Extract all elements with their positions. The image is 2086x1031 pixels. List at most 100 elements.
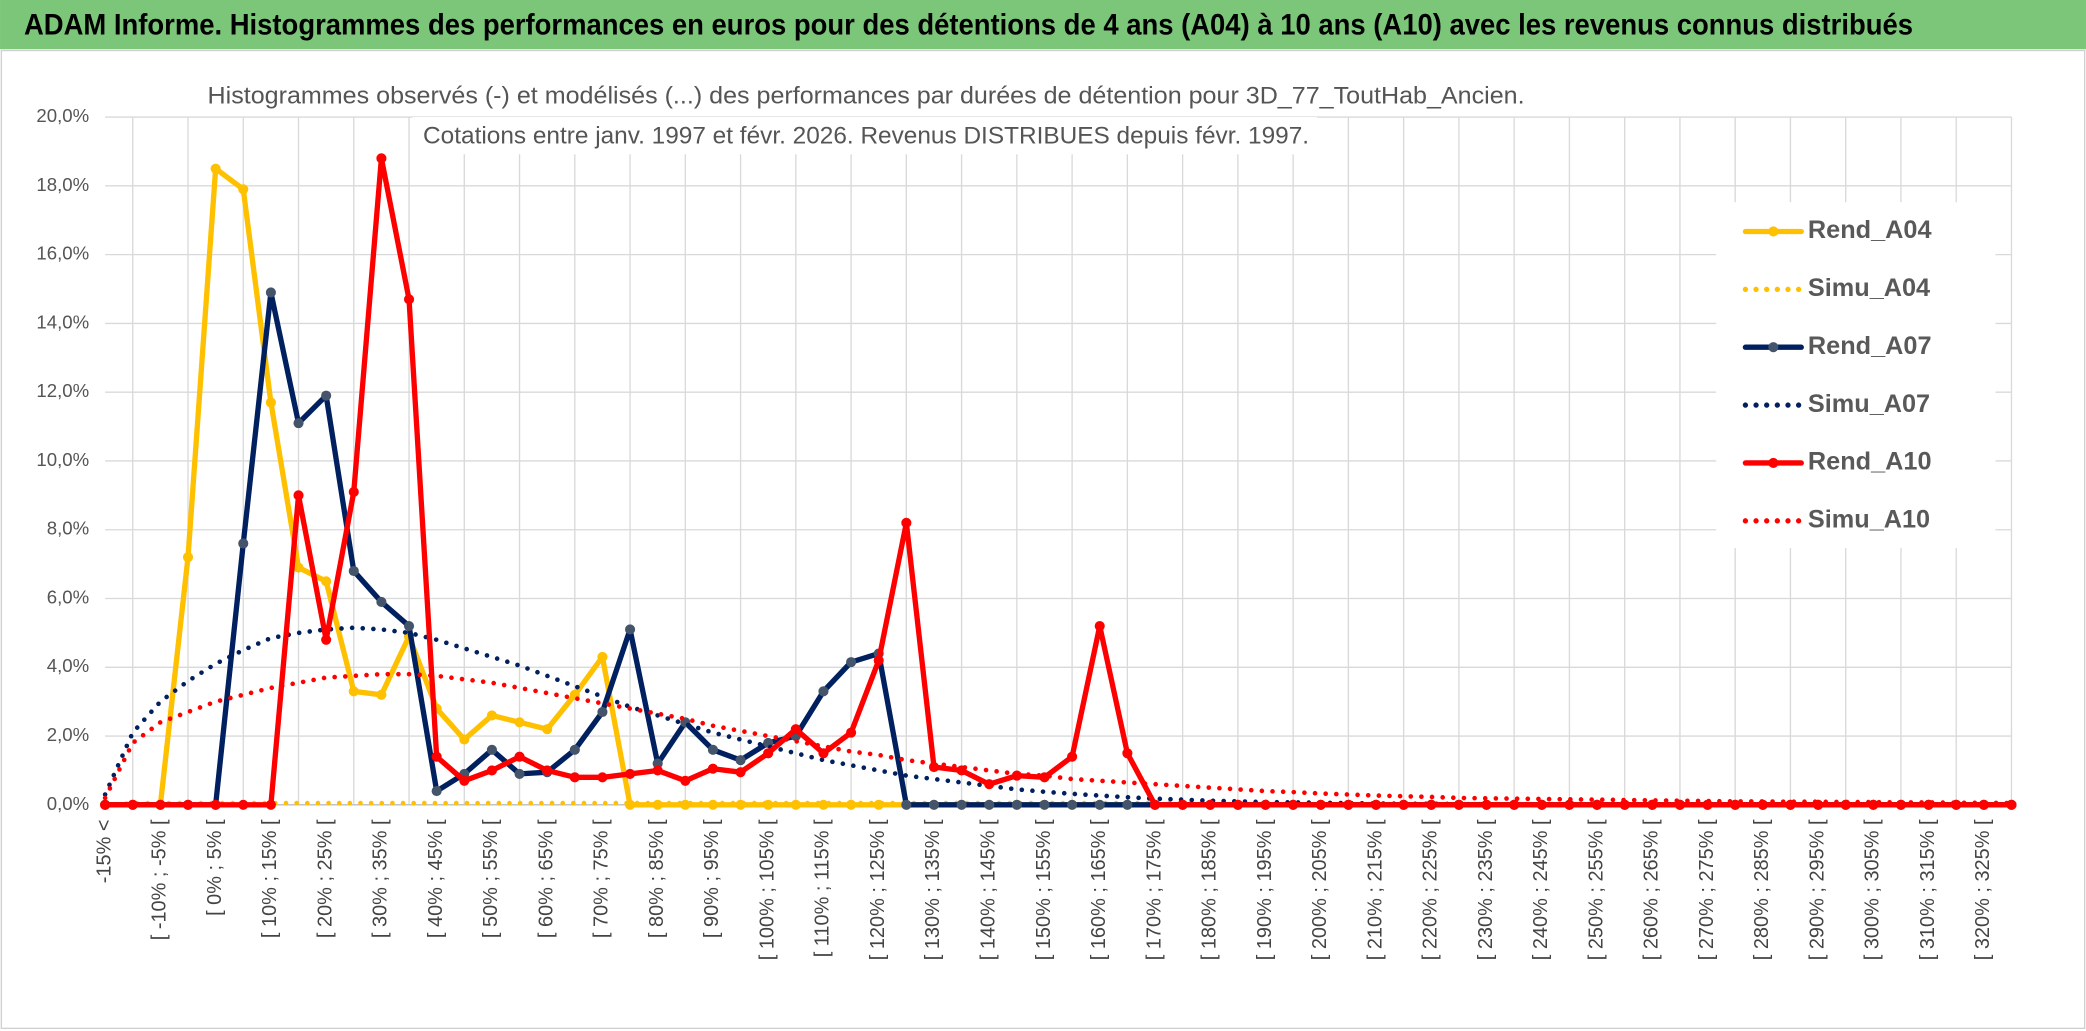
point <box>459 775 470 786</box>
point <box>431 786 442 797</box>
point <box>569 772 580 783</box>
x-tick-label: [ 220% ; 225% [ <box>1420 819 1442 960</box>
x-tick-label: [ 280% ; 285% [ <box>1751 819 1773 960</box>
x-tick-label: [ 50% ; 55% [ <box>480 819 502 938</box>
y-tick-label: 16,0% <box>36 243 89 264</box>
point <box>1067 751 1078 762</box>
point <box>293 490 304 501</box>
point <box>1564 799 1575 810</box>
legend-marker <box>1768 342 1779 353</box>
point <box>1591 799 1603 810</box>
point <box>1288 799 1299 810</box>
point <box>625 768 636 779</box>
x-tick-label: [ 70% ; 75% [ <box>591 819 613 938</box>
point <box>597 651 608 663</box>
chart-title: Histogrammes observés (-) et modélisés (… <box>208 82 1525 109</box>
x-tick-label: [ 320% ; 325% [ <box>1972 819 1994 960</box>
point <box>542 765 553 776</box>
point <box>1426 799 1437 810</box>
point <box>348 486 359 497</box>
chart-subtitle: Cotations entre janv. 1997 et févr. 2026… <box>423 122 1309 149</box>
point <box>735 767 746 778</box>
y-tick-label: 10,0% <box>36 449 89 470</box>
x-tick-label: [ 160% ; 165% [ <box>1088 819 1110 960</box>
point <box>486 744 497 755</box>
x-tick-label: -15% < <box>93 819 115 883</box>
point <box>293 562 304 573</box>
point <box>1481 799 1492 810</box>
point <box>1149 799 1161 810</box>
point <box>818 799 829 810</box>
y-tick-label: 6,0% <box>47 586 89 607</box>
point <box>846 727 857 738</box>
subtitle-bg <box>412 117 1318 155</box>
x-tick-label: [ 230% ; 235% [ <box>1475 819 1497 960</box>
point <box>569 744 580 755</box>
point <box>238 538 249 549</box>
y-tick-label: 14,0% <box>36 311 89 332</box>
x-tick-label: [ 270% ; 275% [ <box>1696 819 1718 960</box>
x-tick-label: [ 260% ; 265% [ <box>1641 819 1663 960</box>
plot: 0,0% 2,0% 4,0% 6,0% 8,0% 10,0% 12,0% 14,0% 16,0%… <box>36 105 2017 960</box>
legend-marker <box>1768 457 1779 469</box>
x-tick-label: [ 110% ; 115% [ <box>812 819 834 957</box>
point <box>1509 799 1520 810</box>
y-tick-label: 12,0% <box>36 380 89 401</box>
point <box>928 799 940 810</box>
x-tick-label: [ 30% ; 35% [ <box>370 819 392 938</box>
point <box>1122 799 1133 810</box>
point <box>321 390 332 401</box>
series-line <box>102 800 2014 808</box>
y-tick-label: 18,0% <box>36 174 89 195</box>
point <box>1122 748 1133 759</box>
point <box>956 799 967 810</box>
point <box>293 418 304 429</box>
point <box>680 775 691 786</box>
point <box>652 765 663 776</box>
point <box>984 779 995 790</box>
chart-frame <box>0 49 2086 1030</box>
x-tick-label: [ 10% ; 15% [ <box>259 819 281 938</box>
point <box>707 744 719 755</box>
point <box>1011 799 1022 810</box>
y-tick-label: 20,0% <box>36 105 89 126</box>
header-bar <box>0 0 2086 50</box>
point <box>127 799 138 810</box>
x-tick-label: [ 140% ; 145% [ <box>977 819 999 960</box>
point <box>901 517 912 528</box>
legend-label: Simu_A04 <box>1808 274 1930 302</box>
point <box>514 751 525 762</box>
x-tick-label: [ 130% ; 135% [ <box>922 819 944 960</box>
point <box>182 552 194 563</box>
point <box>1370 799 1382 810</box>
x-tick-label: [ 120% ; 125% [ <box>867 819 889 960</box>
x-tick-label: [ 180% ; 185% [ <box>1199 819 1221 960</box>
point <box>542 724 553 735</box>
point <box>321 576 332 587</box>
point <box>210 163 221 174</box>
x-tick-label: [ 90% ; 95% [ <box>701 819 723 938</box>
point <box>265 397 276 408</box>
point <box>735 755 746 766</box>
legend: Rend_A04 Simu_A04 Rend_A07 Simu_A07 Rend_A10… <box>1742 216 1932 533</box>
point <box>486 710 497 721</box>
x-tick-label: [ 290% ; 295% [ <box>1806 819 1828 960</box>
point <box>790 724 801 735</box>
point <box>1453 799 1464 810</box>
point <box>984 799 995 810</box>
point <box>818 748 829 759</box>
point <box>1094 620 1105 632</box>
point <box>1315 799 1326 810</box>
point <box>1039 772 1050 783</box>
point <box>901 799 912 810</box>
point <box>403 620 415 632</box>
x-tick-label: [ 300% ; 305% [ <box>1862 819 1884 960</box>
x-tick-label: [ 150% ; 155% [ <box>1033 819 1055 960</box>
point <box>100 799 111 810</box>
point <box>1619 799 1630 810</box>
point <box>2006 799 2017 810</box>
point <box>431 751 442 762</box>
point <box>155 799 166 810</box>
point <box>376 153 387 164</box>
